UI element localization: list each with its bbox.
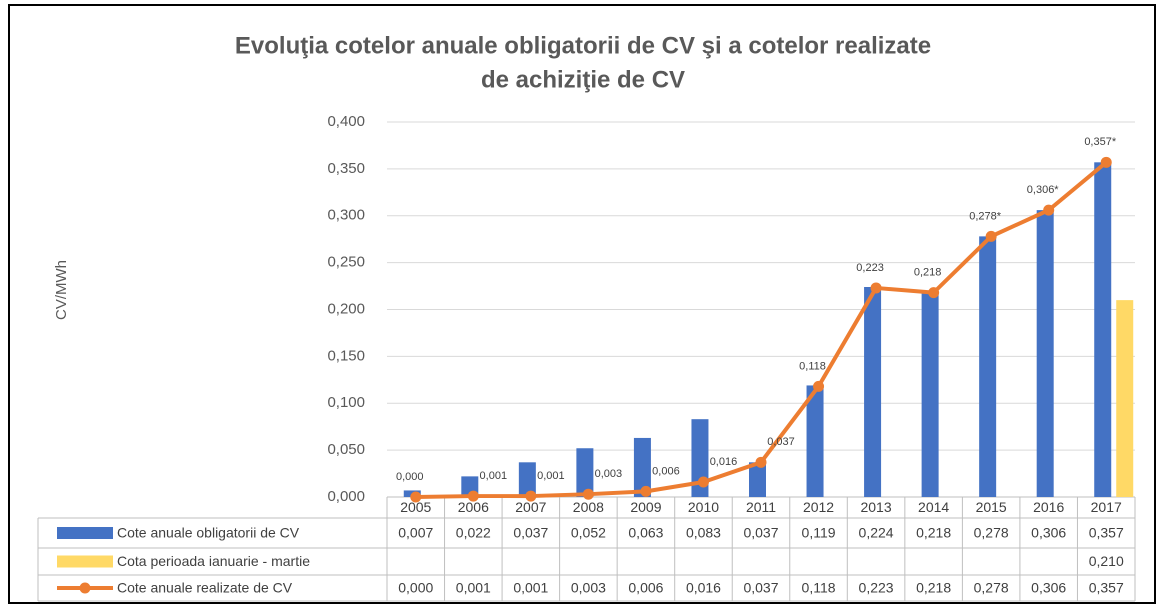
y-tick-label: 0,200 bbox=[327, 300, 365, 317]
bar bbox=[806, 385, 824, 497]
table-cell: 0,001 bbox=[513, 580, 548, 596]
table-cell: 0,218 bbox=[916, 580, 951, 596]
x-tick-label: 2006 bbox=[458, 499, 489, 515]
data-label: 0,037 bbox=[767, 436, 795, 448]
y-axis-label: CV/MWh bbox=[53, 260, 70, 320]
table-cell: 0,063 bbox=[628, 525, 663, 541]
point bbox=[1043, 204, 1055, 216]
table-cell: 0,357 bbox=[1089, 525, 1124, 541]
data-label: 0,016 bbox=[710, 456, 738, 468]
point bbox=[467, 490, 479, 502]
table-cell: 0,052 bbox=[571, 525, 606, 541]
table-cell: 0,218 bbox=[916, 525, 951, 541]
table-cell: 0,000 bbox=[398, 580, 433, 596]
data-label: 0,006 bbox=[652, 465, 680, 477]
table-cell: 0,007 bbox=[398, 525, 433, 541]
x-tick-label: 2007 bbox=[515, 499, 546, 515]
x-tick-label: 2013 bbox=[860, 499, 891, 515]
legend-label: Cote anuale realizate de CV bbox=[117, 580, 293, 596]
data-label: 0,223 bbox=[856, 262, 884, 274]
bar bbox=[749, 462, 766, 497]
chart-title: de achiziţie de CV bbox=[481, 66, 685, 93]
table-cell: 0,001 bbox=[456, 580, 491, 596]
point bbox=[813, 380, 825, 392]
y-tick-label: 0,250 bbox=[327, 254, 365, 271]
legend-label: Cote anuale obligatorii de CV bbox=[117, 525, 300, 541]
y-tick-label: 0,400 bbox=[327, 113, 365, 130]
data-label: 0,278* bbox=[969, 210, 1002, 222]
x-tick-label: 2015 bbox=[976, 499, 1007, 515]
table-cell: 0,006 bbox=[628, 580, 663, 596]
legend-key bbox=[57, 527, 113, 539]
chart-title: Evoluţia cotelor anuale obligatorii de C… bbox=[235, 32, 931, 59]
table-cell: 0,224 bbox=[859, 525, 894, 541]
y-tick-label: 0,100 bbox=[327, 394, 365, 411]
x-tick-label: 2008 bbox=[573, 499, 604, 515]
table-cell: 0,037 bbox=[743, 580, 778, 596]
bar bbox=[1094, 162, 1112, 497]
point bbox=[640, 485, 652, 497]
y-tick-label: 0,350 bbox=[327, 160, 365, 177]
bar bbox=[864, 287, 882, 497]
table-cell: 0,278 bbox=[974, 580, 1009, 596]
x-tick-label: 2011 bbox=[746, 499, 776, 515]
table-cell: 0,357 bbox=[1089, 580, 1124, 596]
table-cell: 0,083 bbox=[686, 525, 721, 541]
legend-label: Cota perioada ianuarie - martie bbox=[117, 553, 310, 569]
data-label: 0,001 bbox=[480, 470, 508, 482]
y-tick-label: 0,300 bbox=[327, 207, 365, 224]
data-label: 0,357* bbox=[1084, 136, 1117, 148]
table-cell: 0,306 bbox=[1031, 580, 1066, 596]
point bbox=[697, 476, 709, 488]
point bbox=[582, 488, 594, 500]
data-label: 0,306* bbox=[1027, 184, 1060, 196]
bar bbox=[518, 462, 536, 497]
legend-key bbox=[79, 582, 91, 594]
table-cell: 0,278 bbox=[974, 525, 1009, 541]
point bbox=[928, 287, 940, 299]
point bbox=[1100, 156, 1112, 168]
x-tick-label: 2012 bbox=[803, 499, 834, 515]
bar bbox=[979, 236, 997, 497]
legend-key bbox=[57, 555, 113, 568]
y-tick-label: 0,000 bbox=[327, 488, 365, 505]
point bbox=[985, 230, 997, 242]
point bbox=[755, 456, 767, 468]
bar bbox=[921, 292, 939, 497]
table-cell: 0,210 bbox=[1089, 553, 1124, 569]
point bbox=[870, 282, 882, 294]
bar bbox=[1036, 210, 1054, 497]
data-label: 0,118 bbox=[799, 360, 826, 372]
data-label: 0,218 bbox=[914, 267, 942, 279]
table-cell: 0,306 bbox=[1031, 525, 1066, 541]
table-cell: 0,016 bbox=[686, 580, 721, 596]
x-tick-label: 2010 bbox=[688, 499, 719, 515]
x-tick-label: 2005 bbox=[400, 499, 431, 515]
y-tick-label: 0,050 bbox=[327, 441, 365, 458]
data-label: 0,001 bbox=[537, 470, 565, 482]
data-label: 0,000 bbox=[396, 471, 424, 483]
point bbox=[410, 491, 422, 503]
y-tick-label: 0,150 bbox=[327, 347, 365, 364]
table-cell: 0,119 bbox=[802, 525, 836, 541]
table-cell: 0,037 bbox=[743, 525, 778, 541]
x-tick-label: 2017 bbox=[1091, 499, 1122, 515]
bar bbox=[633, 437, 651, 497]
bar bbox=[1116, 300, 1134, 497]
table-cell: 0,037 bbox=[513, 525, 548, 541]
table-cell: 0,022 bbox=[456, 525, 491, 541]
data-label: 0,003 bbox=[595, 468, 623, 480]
table-cell: 0,223 bbox=[859, 580, 894, 596]
table-cell: 0,003 bbox=[571, 580, 606, 596]
table-cell: 0,118 bbox=[802, 580, 836, 596]
x-tick-label: 2016 bbox=[1033, 499, 1064, 515]
bar bbox=[576, 448, 594, 497]
frame bbox=[8, 4, 1156, 604]
x-tick-label: 2009 bbox=[630, 499, 661, 515]
point bbox=[525, 490, 537, 502]
x-tick-label: 2014 bbox=[918, 499, 949, 515]
